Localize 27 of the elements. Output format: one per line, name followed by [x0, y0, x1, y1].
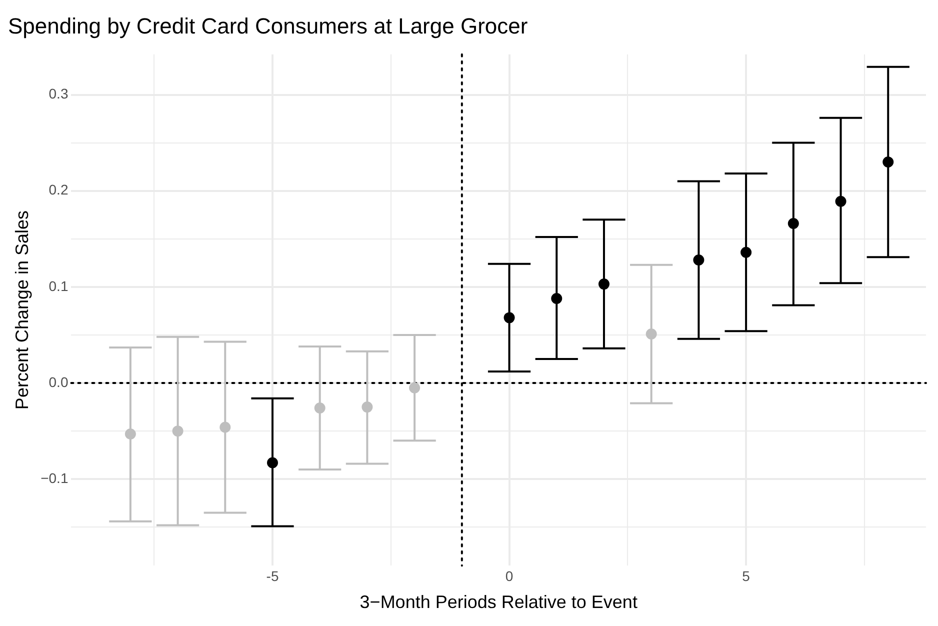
x-tick-label: 0: [505, 568, 514, 584]
y-tick-label: 0.3: [48, 86, 68, 102]
point: [124, 428, 136, 440]
y-tick-label: −0.1: [40, 470, 68, 486]
chart-title: Spending by Credit Card Consumers at Large Grocer: [8, 13, 528, 38]
point: [598, 278, 610, 290]
point: [362, 402, 373, 413]
x-axis-title: 3−Month Periods Relative to Event: [360, 592, 638, 612]
point: [646, 328, 657, 340]
point: [267, 457, 278, 468]
y-tick-label: 0.1: [48, 278, 68, 294]
point: [314, 402, 326, 414]
point: [788, 218, 799, 230]
point: [172, 426, 184, 437]
y-tick-label: 0.0: [48, 374, 68, 390]
y-tick-label: 0.2: [48, 182, 68, 198]
point: [409, 382, 420, 394]
y-axis-title: Percent Change in Sales: [12, 210, 32, 410]
point: [220, 422, 231, 433]
point: [551, 292, 562, 304]
point: [882, 156, 894, 168]
point: [504, 312, 515, 324]
point: [693, 254, 704, 266]
point: [835, 196, 846, 207]
x-tick-label: 5: [742, 568, 750, 584]
point: [740, 246, 752, 258]
x-tick-label: -5: [266, 568, 279, 584]
